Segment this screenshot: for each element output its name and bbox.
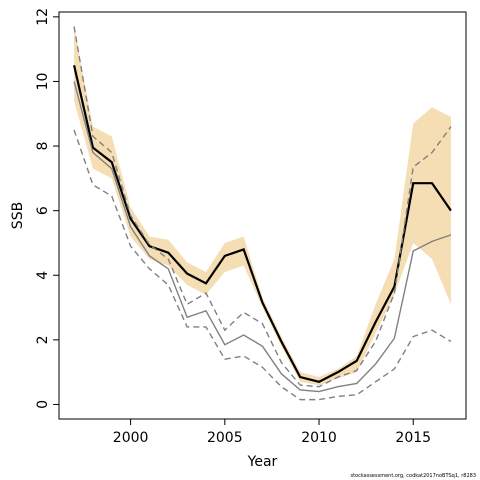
x-tick-label: 2010 (301, 430, 337, 446)
y-tick-label: 8 (35, 142, 51, 151)
y-tick-label: 6 (35, 206, 51, 215)
comparison-upper-line (73, 26, 452, 388)
y-tick-label: 10 (35, 73, 51, 91)
axes: 2000 2005 2010 2015 0 2 4 6 8 10 12 (35, 8, 431, 446)
comparison-lower-line (73, 129, 452, 401)
confidence-band (74, 26, 451, 386)
y-tick-label: 4 (35, 271, 51, 280)
plot-area (72, 26, 452, 401)
x-axis-title: Year (247, 454, 278, 470)
x-tick-label: 2005 (207, 430, 243, 446)
x-tick-label: 2000 (113, 430, 149, 446)
y-tick-label: 0 (35, 400, 51, 409)
footnote: stockassessment.org, codkat2017noBTSq1, … (350, 473, 476, 479)
estimate-line (72, 65, 452, 384)
y-axis-title: SSB (10, 202, 26, 229)
x-tick-label: 2015 (395, 430, 431, 446)
comparison-estimate-line (73, 81, 452, 393)
y-tick-label: 12 (35, 8, 51, 26)
y-tick-label: 2 (35, 335, 51, 344)
